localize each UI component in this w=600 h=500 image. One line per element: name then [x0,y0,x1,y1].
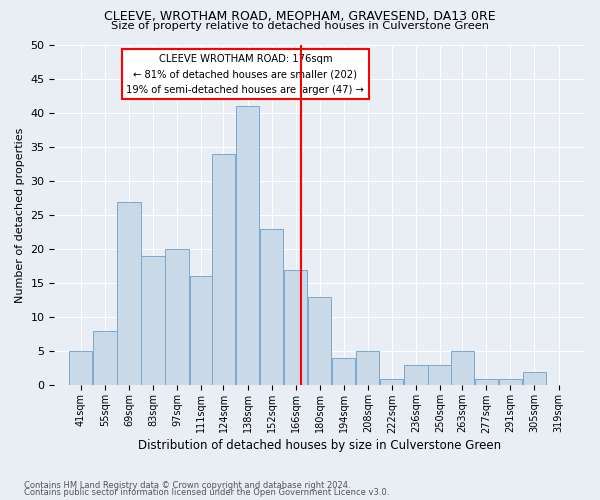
Text: Size of property relative to detached houses in Culverstone Green: Size of property relative to detached ho… [111,21,489,31]
Bar [451,352,474,386]
Bar [284,270,307,386]
Bar [190,276,213,386]
Text: CLEEVE WROTHAM ROAD: 176sqm
← 81% of detached houses are smaller (202)
19% of se: CLEEVE WROTHAM ROAD: 176sqm ← 81% of det… [127,54,364,94]
Text: CLEEVE, WROTHAM ROAD, MEOPHAM, GRAVESEND, DA13 0RE: CLEEVE, WROTHAM ROAD, MEOPHAM, GRAVESEND… [104,10,496,23]
Bar [166,249,188,386]
Bar [260,229,283,386]
Bar [332,358,355,386]
Bar [236,106,259,386]
Bar [69,352,92,386]
Bar [380,378,403,386]
Bar [356,352,379,386]
Text: Contains public sector information licensed under the Open Government Licence v3: Contains public sector information licen… [24,488,389,497]
Bar [499,378,522,386]
Y-axis label: Number of detached properties: Number of detached properties [15,128,25,303]
Bar [428,365,452,386]
X-axis label: Distribution of detached houses by size in Culverstone Green: Distribution of detached houses by size … [138,440,501,452]
Bar [118,202,140,386]
Bar [404,365,428,386]
Bar [212,154,235,386]
Bar [475,378,498,386]
Bar [308,297,331,386]
Bar [142,256,164,386]
Bar [523,372,546,386]
Text: Contains HM Land Registry data © Crown copyright and database right 2024.: Contains HM Land Registry data © Crown c… [24,481,350,490]
Bar [94,331,116,386]
